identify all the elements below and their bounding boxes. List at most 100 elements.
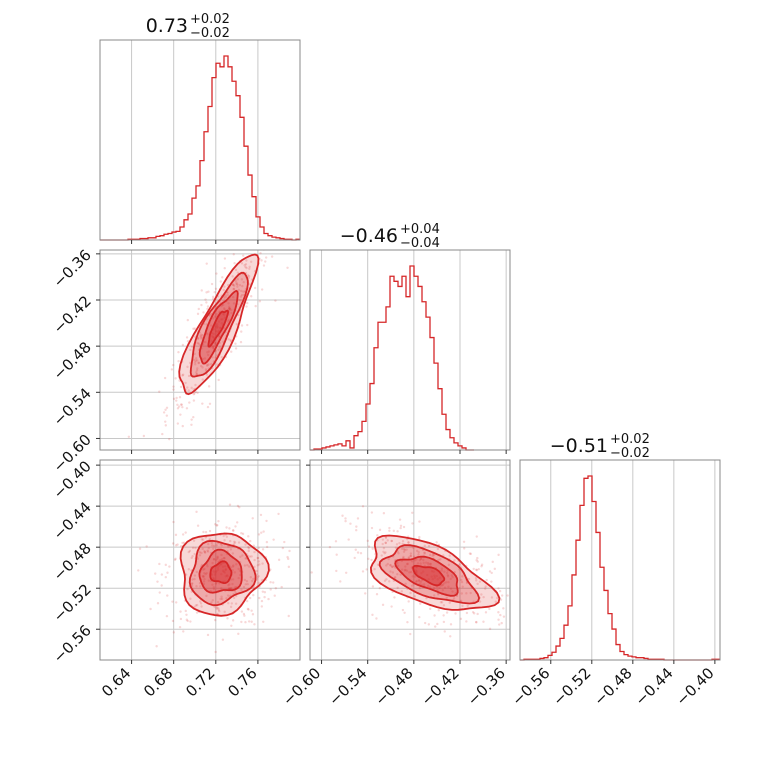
scatter-point xyxy=(176,407,180,410)
scatter-point xyxy=(465,581,469,585)
scatter-point xyxy=(171,619,175,623)
scatter-point xyxy=(361,570,365,573)
scatter-point xyxy=(415,570,418,573)
scatter-point xyxy=(488,570,492,573)
scatter-point xyxy=(175,601,178,604)
scatter-point xyxy=(211,295,215,299)
scatter-point xyxy=(225,535,229,538)
scatter-point xyxy=(223,539,226,542)
scatter-point xyxy=(185,613,188,616)
scatter-point xyxy=(203,357,207,360)
scatter-point xyxy=(222,288,225,292)
x-tick-label: −0.36 xyxy=(464,664,509,709)
scatter-point xyxy=(370,511,374,514)
scatter-point xyxy=(221,638,225,641)
scatter-point xyxy=(234,525,237,528)
scatter-point xyxy=(243,614,246,617)
scatter-point xyxy=(228,307,231,310)
scatter-point xyxy=(396,573,399,576)
scatter-point xyxy=(240,233,242,235)
scatter-point xyxy=(420,572,423,575)
scatter-point xyxy=(206,363,209,367)
scatter-point xyxy=(255,245,257,247)
scatter-point xyxy=(394,546,398,550)
scatter-point xyxy=(233,540,236,544)
scatter-point xyxy=(480,565,483,568)
scatter-point xyxy=(207,542,210,546)
scatter-point xyxy=(439,558,442,561)
scatter-point xyxy=(415,558,418,561)
scatter-point xyxy=(233,262,236,265)
scatter-point xyxy=(257,581,260,585)
scatter-point xyxy=(465,620,468,623)
scatter-point xyxy=(225,574,229,577)
contour-line xyxy=(198,548,243,594)
scatter-point xyxy=(216,524,219,527)
scatter-point xyxy=(344,519,347,523)
scatter-point xyxy=(229,548,233,551)
scatter-point xyxy=(405,548,408,551)
scatter-point xyxy=(210,601,213,604)
scatter-point xyxy=(258,563,261,566)
title-plus: +0.04 xyxy=(400,222,440,237)
scatter-point xyxy=(452,597,456,600)
scatter-point xyxy=(205,262,208,265)
scatter-point xyxy=(510,593,512,595)
scatter-point xyxy=(223,267,226,270)
scatter-point xyxy=(422,561,425,565)
scatter-point xyxy=(375,617,378,620)
scatter-point xyxy=(216,600,220,604)
scatter-point xyxy=(219,563,222,566)
scatter-point xyxy=(211,346,215,350)
scatter-point xyxy=(179,545,183,548)
scatter-point xyxy=(168,437,171,441)
scatter-point xyxy=(517,623,519,625)
scatter-point xyxy=(164,563,167,567)
scatter-point xyxy=(472,612,476,615)
scatter-point xyxy=(253,550,256,554)
scatter-point xyxy=(415,579,418,583)
scatter-point xyxy=(223,308,226,311)
scatter-point xyxy=(227,601,230,605)
scatter-point xyxy=(224,294,227,297)
scatter-point xyxy=(541,626,543,628)
scatter-point xyxy=(253,232,255,234)
scatter-point xyxy=(185,336,189,339)
scatter-point xyxy=(187,374,191,378)
scatter-point xyxy=(158,562,161,566)
scatter-point xyxy=(407,600,410,603)
scatter-point xyxy=(384,541,387,544)
scatter-point xyxy=(213,605,216,609)
title-minus: −0.02 xyxy=(610,446,650,461)
scatter-point xyxy=(191,582,194,585)
scatter-point xyxy=(196,367,199,370)
scatter-point xyxy=(497,611,500,614)
contour-line xyxy=(394,555,459,597)
scatter-point xyxy=(214,325,217,329)
scatter-point xyxy=(427,578,430,581)
scatter-point xyxy=(195,372,199,376)
joint-content xyxy=(137,503,291,654)
scatter-point xyxy=(442,614,445,617)
scatter-point xyxy=(199,600,202,603)
scatter-point xyxy=(400,568,404,571)
scatter-point xyxy=(511,602,513,604)
scatter-point xyxy=(413,575,417,578)
scatter-point xyxy=(230,311,233,315)
scatter-point xyxy=(511,630,513,632)
scatter-point xyxy=(248,555,252,558)
scatter-point xyxy=(390,565,394,569)
scatter-point xyxy=(407,541,410,544)
scatter-point xyxy=(262,264,266,267)
scatter-point xyxy=(254,231,256,233)
scatter-point xyxy=(443,630,446,633)
scatter-point xyxy=(411,511,414,514)
scatter-point xyxy=(212,345,215,348)
y-tick-label: −0.44 xyxy=(50,498,95,543)
x-tick-label: −0.48 xyxy=(590,664,635,709)
scatter-point xyxy=(206,333,209,336)
scatter-point xyxy=(407,541,410,544)
scatter-point xyxy=(477,567,480,571)
scatter-point xyxy=(461,575,464,578)
scatter-point xyxy=(237,298,241,302)
